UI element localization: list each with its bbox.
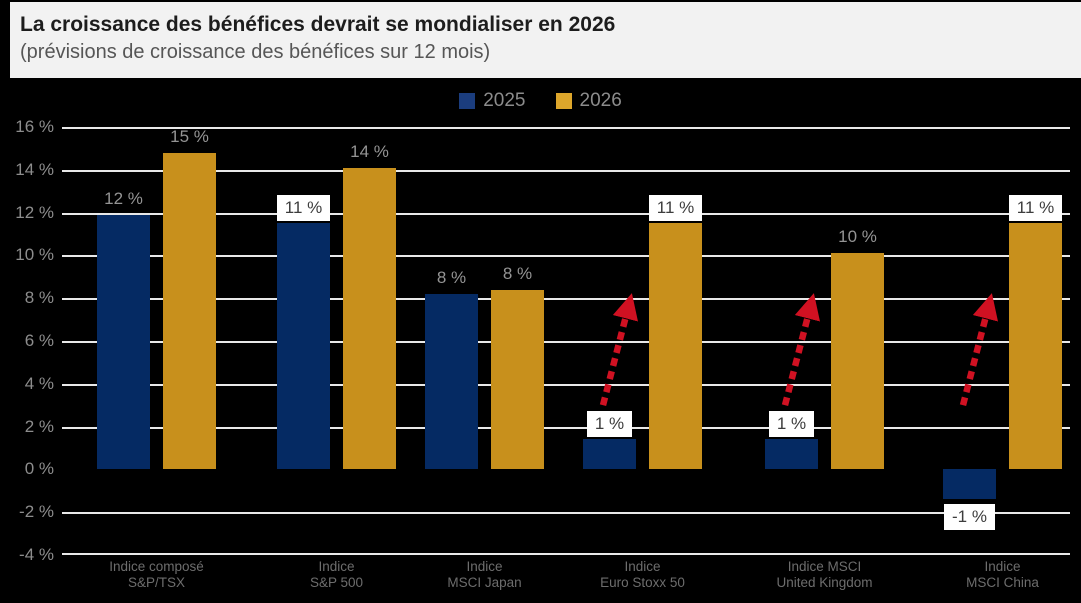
- category-label-line2: MSCI China: [966, 575, 1039, 590]
- category-label-line1: Indice: [466, 559, 503, 574]
- y-tick-label: -2 %: [19, 502, 54, 522]
- bar-2026: [163, 152, 216, 470]
- gridline--2: [62, 512, 1070, 515]
- category-label: Indice MSCI Japan: [400, 559, 570, 591]
- gridline--4: [62, 553, 1070, 555]
- category-label-line2: S&P 500: [309, 575, 364, 590]
- bar-2026: [343, 167, 396, 470]
- bar-value-label: 15 %: [170, 126, 209, 146]
- bar-group-3: 8 % 8 %: [425, 127, 544, 555]
- category-label: Indice S&P 500: [252, 559, 422, 591]
- bar-2025: [765, 439, 818, 470]
- gridline-6: [62, 341, 1070, 343]
- red-dashed-up-arrow-icon: [599, 293, 638, 407]
- y-tick-label: 6 %: [24, 331, 54, 350]
- bar-group-6: -1 % 11 %: [943, 127, 1063, 555]
- y-tick-label: 4 %: [24, 373, 54, 393]
- bar-value-label: 11 %: [628, 195, 724, 222]
- bar-value-label: 1 %: [744, 411, 840, 438]
- gridline-14: [62, 169, 1070, 172]
- bar-2025: [583, 439, 636, 470]
- bar-value-label: 11 %: [988, 195, 1081, 222]
- y-tick-label: 2 %: [24, 416, 54, 436]
- boxed-value-label: 11 %: [276, 195, 331, 222]
- chart-legend: 2025 2026: [0, 90, 1081, 112]
- bar-value-label: -1 %: [922, 504, 1018, 531]
- bar-group-2: 11 % 14 %: [276, 127, 396, 555]
- category-label-line1: Indice MSCI: [787, 559, 862, 574]
- bar-value-label: 1 %: [562, 411, 658, 438]
- bar-value-label: 11 %: [256, 195, 352, 222]
- red-dashed-up-arrow-icon: [781, 293, 820, 407]
- category-label-line1: Indice: [984, 559, 1021, 574]
- legend-label-2026: 2026: [579, 90, 622, 111]
- legend-item-2025: 2025: [459, 90, 526, 112]
- category-label-line1: Indice: [318, 559, 355, 574]
- y-tick-label: 10 %: [15, 245, 54, 265]
- x-axis: Indice composé S&P/TSX Indice S&P 500 Indice…: [62, 559, 1070, 599]
- red-dashed-up-arrow-icon: [959, 293, 998, 407]
- bar-2025: [277, 223, 330, 470]
- category-label: Indice composé S&P/TSX: [72, 559, 242, 591]
- legend-swatch-2026-icon: [555, 93, 572, 109]
- boxed-value-label: 11 %: [648, 195, 703, 222]
- category-label-line2: Euro Stoxx 50: [600, 575, 685, 590]
- bar-group-4: 1 % 11 %: [583, 127, 703, 555]
- legend-swatch-2025-icon: [459, 93, 476, 109]
- bar-value-label: 14 %: [350, 141, 389, 161]
- y-tick-label: 12 %: [15, 202, 54, 222]
- category-label: Indice Euro Stoxx 50: [558, 559, 728, 591]
- gridline-10: [62, 255, 1070, 258]
- bar-2026: [491, 289, 544, 470]
- bar-value-label: 8 %: [436, 267, 467, 287]
- legend-item-2026: 2026: [555, 90, 622, 112]
- y-axis: 16 % 14 % 12 % 10 % 8 % 6 % 4 % 2 % 0 % -2 % -4 %: [0, 117, 54, 564]
- category-label-line1: Indice: [624, 559, 661, 574]
- legend-label-2025: 2025: [483, 90, 526, 111]
- y-tick-label: 8 %: [24, 288, 54, 308]
- category-label-line1: Indice composé: [109, 559, 204, 574]
- category-label: Indice MSCI China: [918, 559, 1081, 591]
- bar-value-label: 10 %: [838, 227, 877, 247]
- bar-group-1: 12 % 15 %: [97, 127, 216, 555]
- bar-2026: [1009, 223, 1062, 470]
- boxed-value-label: -1 %: [944, 504, 995, 531]
- boxed-value-label: 1 %: [586, 411, 633, 438]
- bar-group-5: 1 % 10 %: [765, 127, 884, 555]
- category-label: Indice MSCI United Kingdom: [740, 559, 910, 591]
- boxed-value-label: 1 %: [768, 411, 815, 438]
- chart-subtitle: (prévisions de croissance des bénéfices …: [20, 41, 491, 63]
- chart-title: La croissance des bénéfices devrait se m…: [20, 13, 616, 36]
- bar-value-label: 12 %: [104, 188, 143, 208]
- gridline-16: [62, 127, 1070, 129]
- gridline-2: [62, 426, 1070, 429]
- boxed-value-label: 11 %: [1008, 195, 1063, 222]
- y-tick-label: 0 %: [24, 459, 54, 479]
- bar-2026: [649, 223, 702, 470]
- bar-2025: [425, 293, 478, 470]
- plot-area: 12 % 15 % 11 % 14 % 8 % 8 % 1 % 11 % 1 % 10 % -1 %…: [62, 127, 1070, 555]
- bar-2025: [97, 214, 150, 470]
- y-tick-label: 14 %: [15, 159, 54, 179]
- bar-value-label: 8 %: [502, 263, 533, 283]
- category-label-line2: S&P/TSX: [127, 575, 186, 590]
- category-label-line2: MSCI Japan: [447, 575, 522, 590]
- category-label-line2: United Kingdom: [776, 575, 873, 590]
- y-tick-label: 16 %: [15, 117, 54, 136]
- chart-header: La croissance des bénéfices devrait se m…: [10, 2, 1081, 78]
- gridline-4: [62, 383, 1070, 386]
- gridline-8: [62, 298, 1070, 301]
- y-tick-label: -4 %: [19, 545, 54, 564]
- gridline-12: [62, 212, 1070, 215]
- bar-2025: [943, 469, 996, 500]
- bar-2026: [831, 253, 884, 470]
